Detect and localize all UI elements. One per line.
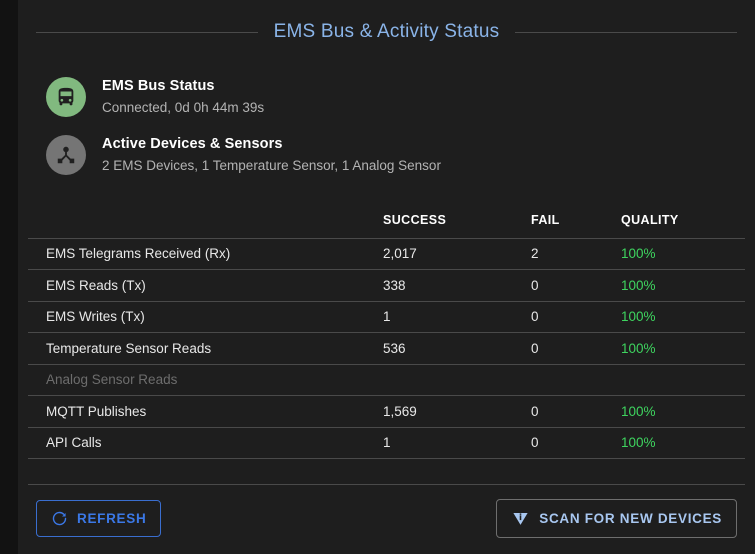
cell-quality: 100% bbox=[621, 246, 656, 262]
cell-success: 1,569 bbox=[383, 403, 417, 419]
status-item-active-devices: Active Devices & Sensors 2 EMS Devices, … bbox=[18, 126, 755, 184]
status-secondary-label: 2 EMS Devices, 1 Temperature Sensor, 1 A… bbox=[102, 158, 441, 173]
refresh-button[interactable]: REFRESH bbox=[36, 500, 162, 537]
cell-success: 1 bbox=[383, 309, 391, 325]
cell-quality: 100% bbox=[621, 277, 656, 293]
title-divider-right bbox=[515, 31, 738, 33]
activity-table-wrapper: SUCCESS FAIL QUALITY EMS Telegrams Recei… bbox=[18, 192, 755, 484]
cell-fail: 2 bbox=[531, 246, 539, 262]
status-primary-label: EMS Bus Status bbox=[102, 78, 215, 94]
refresh-icon bbox=[51, 510, 68, 527]
column-header-quality: QUALITY bbox=[621, 212, 679, 227]
page-title: EMS Bus & Activity Status bbox=[273, 21, 500, 42]
cell-quality: 100% bbox=[621, 309, 656, 325]
cell-label: Temperature Sensor Reads bbox=[46, 340, 212, 356]
status-secondary-label: Connected, 0d 0h 44m 39s bbox=[102, 100, 265, 115]
scan-button-label: SCAN FOR NEW DEVICES bbox=[539, 511, 722, 526]
table-header-row: SUCCESS FAIL QUALITY bbox=[28, 204, 745, 238]
cell-quality: 100% bbox=[621, 435, 656, 451]
cell-success: 2,017 bbox=[383, 246, 417, 262]
cell-label: API Calls bbox=[46, 435, 102, 451]
activity-table: SUCCESS FAIL QUALITY EMS Telegrams Recei… bbox=[28, 204, 745, 459]
table-row: EMS Reads (Tx) 338 0 100% bbox=[28, 269, 745, 302]
column-header-fail: FAIL bbox=[531, 212, 560, 227]
bus-icon bbox=[55, 86, 77, 108]
card-header: EMS Bus & Activity Status bbox=[18, 0, 755, 46]
sensors-shield-icon bbox=[511, 509, 530, 528]
cell-quality: 100% bbox=[621, 340, 656, 356]
table-row: Analog Sensor Reads bbox=[28, 364, 745, 396]
cell-fail: 0 bbox=[531, 277, 539, 293]
device-hub-icon bbox=[55, 144, 77, 166]
table-row: API Calls 1 0 100% bbox=[28, 427, 745, 459]
avatar bbox=[46, 135, 86, 175]
cell-quality: 100% bbox=[621, 403, 656, 419]
cell-label: EMS Reads (Tx) bbox=[46, 277, 146, 293]
cell-fail: 0 bbox=[531, 340, 539, 356]
column-header-name bbox=[28, 204, 383, 238]
status-item-ems-bus: EMS Bus Status Connected, 0d 0h 44m 39s bbox=[18, 68, 755, 126]
table-row: EMS Telegrams Received (Rx) 2,017 2 100% bbox=[28, 238, 745, 270]
avatar bbox=[46, 77, 86, 117]
table-row: EMS Writes (Tx) 1 0 100% bbox=[28, 301, 745, 333]
table-row: Temperature Sensor Reads 536 0 100% bbox=[28, 332, 745, 365]
cell-quality bbox=[621, 364, 745, 396]
card-actions: REFRESH SCAN FOR NEW DEVICES bbox=[28, 484, 745, 554]
table-head: SUCCESS FAIL QUALITY bbox=[28, 204, 745, 238]
table-row: MQTT Publishes 1,569 0 100% bbox=[28, 395, 745, 428]
cell-label: EMS Writes (Tx) bbox=[46, 309, 145, 325]
title-divider-left bbox=[36, 31, 258, 33]
scan-for-new-devices-button[interactable]: SCAN FOR NEW DEVICES bbox=[496, 499, 737, 538]
cell-fail: 0 bbox=[531, 309, 539, 325]
cell-success: 1 bbox=[383, 435, 391, 451]
table-body: EMS Telegrams Received (Rx) 2,017 2 100% EMS… bbox=[28, 238, 745, 459]
column-header-success: SUCCESS bbox=[383, 212, 447, 227]
ems-status-card: EMS Bus & Activity Status EMS Bus Status… bbox=[18, 0, 755, 554]
cell-success: 536 bbox=[383, 340, 406, 356]
status-text: EMS Bus Status Connected, 0d 0h 44m 39s bbox=[102, 76, 264, 118]
status-primary-label: Active Devices & Sensors bbox=[102, 136, 283, 152]
refresh-button-label: REFRESH bbox=[77, 511, 147, 526]
cell-label: EMS Telegrams Received (Rx) bbox=[46, 246, 231, 262]
status-text: Active Devices & Sensors 2 EMS Devices, … bbox=[102, 134, 441, 176]
cell-success bbox=[383, 364, 531, 396]
cell-label: MQTT Publishes bbox=[46, 403, 147, 419]
cell-fail bbox=[531, 364, 621, 396]
cell-success: 338 bbox=[383, 277, 406, 293]
cell-fail: 0 bbox=[531, 403, 539, 419]
cell-label: Analog Sensor Reads bbox=[46, 372, 178, 388]
cell-fail: 0 bbox=[531, 435, 539, 451]
status-list: EMS Bus Status Connected, 0d 0h 44m 39s … bbox=[18, 46, 755, 192]
